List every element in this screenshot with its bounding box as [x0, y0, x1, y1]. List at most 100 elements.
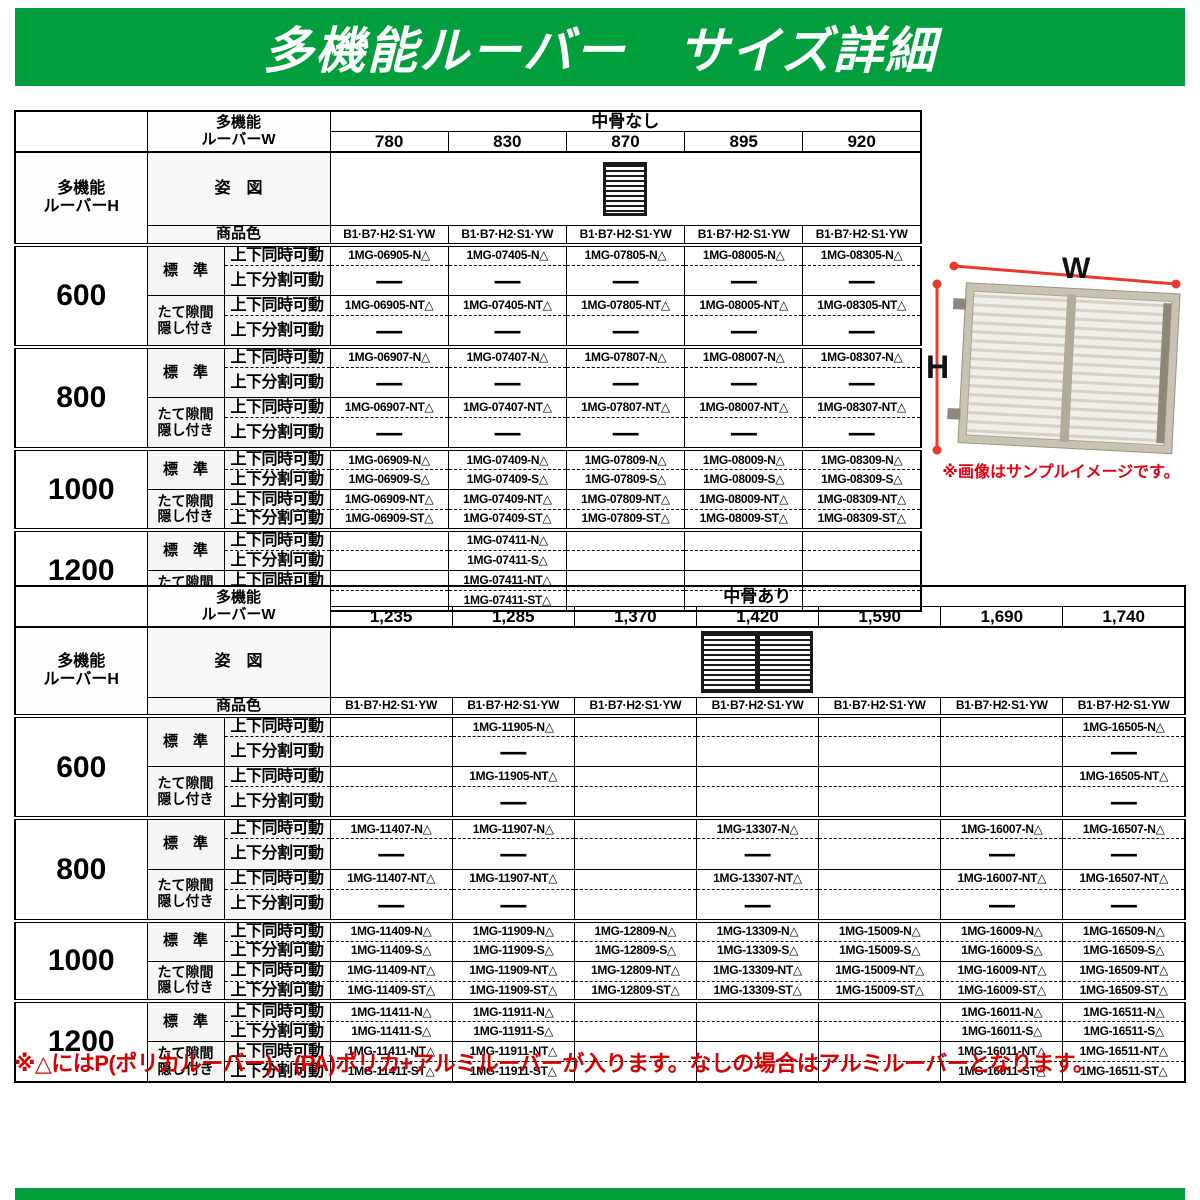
product-code-cell: 1MG-07409-ST△ [447, 509, 567, 531]
footer-bar [15, 1188, 1185, 1200]
figure-cell [329, 626, 1186, 698]
figure-cell [329, 151, 922, 226]
empty-cell [695, 999, 820, 1022]
product-color-value: B1·B7·H2·S1·YW [451, 696, 575, 718]
spec-row: 1200 標 準上下同時可動 1MG-11411-N△ 1MG-11911-N△ 1MG… [14, 999, 1186, 1082]
empty-cell [818, 999, 942, 1022]
product-code-cell: 1MG-06909-N△ [329, 447, 449, 470]
category-standard-label: 標 準 [146, 714, 225, 767]
product-code-cell: 1MG-11905-N△ [451, 714, 575, 737]
width-value: 1,690 [940, 606, 1064, 628]
movement-label: 上下分割可動 [223, 550, 331, 571]
product-code-cell: 1MG-16007-N△ [940, 816, 1064, 839]
spec-row: 上下分割可動 1MG-11411-S△ 1MG-11911-S△ 1MG-16011-… [15, 1021, 1186, 1042]
dash-cell: — [695, 838, 820, 869]
product-code-cell: 1MG-11409-S△ [329, 940, 453, 962]
movement-label: 上下同時可動 [223, 397, 331, 418]
product-code-cell: 1MG-08005-N△ [684, 243, 804, 266]
hinge-bottom [947, 407, 961, 420]
product-code-cell: 1MG-12809-NT△ [573, 960, 697, 982]
product-code-cell: 1MG-07805-NT△ [565, 295, 686, 316]
dash-cell: — [447, 417, 567, 450]
product-color-value: B1·B7·H2·S1·YW [818, 696, 942, 718]
empty-cell [684, 550, 804, 571]
empty-cell [802, 550, 922, 571]
product-code-cell: 1MG-11911-NT△ [451, 1041, 575, 1062]
spec-row: 800 標 準上下同時可動 1MG-06907-N△ 1MG-07407-N△ 1MG-… [14, 345, 922, 450]
spec-row: 上下分割可動 1MG-11411-ST△ 1MG-11911-ST△ 1MG-1601… [15, 1061, 1186, 1082]
category-gap-hide-label: たて隙間隠し付き [146, 489, 225, 531]
empty-cell [818, 868, 942, 889]
product-code-cell: 1MG-07407-N△ [447, 345, 567, 368]
movement-label: 上下分割可動 [223, 264, 331, 296]
dash-cell: — [329, 367, 449, 398]
empty-cell [573, 714, 697, 737]
louver-figure-icon [701, 631, 814, 694]
product-code-cell: 1MG-11409-NT△ [329, 960, 453, 982]
spec-row: 上下分割可動 — — — — — [15, 367, 922, 398]
corner-cell [14, 111, 148, 153]
dash-cell: — [684, 367, 804, 398]
w-dimension-label: W [1062, 252, 1091, 285]
product-color-value: B1·B7·H2·S1·YW [802, 224, 922, 247]
dash-cell: — [940, 888, 1064, 921]
product-code-cell: 1MG-16511-N△ [1062, 999, 1186, 1022]
product-color-value: B1·B7·H2·S1·YW [695, 696, 820, 718]
empty-cell [695, 1021, 820, 1042]
rail-type-header: 中骨あり [329, 586, 1186, 608]
product-code-cell: 1MG-11911-N△ [451, 999, 575, 1022]
empty-cell [573, 786, 697, 819]
dash-cell: — [447, 315, 567, 348]
dash-cell: — [1062, 888, 1186, 921]
empty-cell [573, 816, 697, 839]
product-code-cell: 1MG-16511-ST△ [1062, 1061, 1186, 1082]
product-code-cell: 1MG-13307-N△ [695, 816, 820, 839]
dash-cell: — [1062, 838, 1186, 869]
product-code-cell: 1MG-08305-NT△ [802, 295, 922, 316]
product-code-cell: 1MG-07807-N△ [565, 345, 686, 368]
product-code-cell: 1MG-08309-N△ [802, 447, 922, 470]
product-code-cell: 1MG-06907-NT△ [329, 397, 449, 418]
product-code-cell: 1MG-07407-NT△ [447, 397, 567, 418]
product-code-cell: 1MG-11909-ST△ [451, 980, 575, 1002]
product-code-cell: 1MG-08009-S△ [684, 469, 804, 490]
product-color-value: B1·B7·H2·S1·YW [565, 224, 686, 247]
product-code-cell: 1MG-11407-NT△ [329, 868, 453, 889]
spec-row: 1000 標 準上下同時可動 1MG-11409-N△ 1MG-11909-N△ 1MG… [14, 918, 1186, 1002]
empty-cell [695, 766, 820, 787]
product-color-label: 商品色 [146, 696, 331, 718]
empty-cell [695, 736, 820, 767]
category-gap-hide-label: たて隙間隠し付き [146, 868, 225, 921]
product-code-cell: 1MG-16509-NT△ [1062, 960, 1186, 982]
category-gap-hide-label: たて隙間隠し付き [146, 295, 225, 348]
empty-cell [329, 766, 453, 787]
product-code-cell: 1MG-16509-S△ [1062, 940, 1186, 962]
spec-row: 上下分割可動 1MG-11409-S△ 1MG-11909-S△ 1MG-12809-… [15, 940, 1186, 962]
empty-cell [818, 1041, 942, 1062]
product-code-cell: 1MG-11905-NT△ [451, 766, 575, 787]
dash-cell: — [451, 888, 575, 921]
figure-label: 姿 図 [146, 626, 331, 698]
louver-figure-icon [603, 161, 648, 216]
width-value: 1,235 [329, 606, 453, 628]
category-standard-label: 標 準 [146, 999, 225, 1042]
empty-cell [818, 786, 942, 819]
movement-label: 上下分割可動 [223, 736, 331, 767]
product-code-cell: 1MG-15009-S△ [818, 940, 942, 962]
product-code-cell: 1MG-13309-N△ [695, 918, 820, 942]
spec-row: 上下分割可動 1MG-11409-ST△ 1MG-11909-ST△ 1MG-1280… [15, 980, 1186, 1002]
product-code-cell: 1MG-11411-N△ [329, 999, 453, 1022]
product-code-cell: 1MG-16511-S△ [1062, 1021, 1186, 1042]
size-table-with-center-rail: 多機能 ルーバーW 中骨あり 1,235 1,285 1,370 1,420 1,590 1,6… [14, 585, 1186, 1083]
product-code-cell: 1MG-16011-ST△ [940, 1061, 1064, 1082]
center-rail [1060, 294, 1076, 443]
product-code-cell: 1MG-07409-S△ [447, 469, 567, 490]
product-code-cell: 1MG-08009-ST△ [684, 509, 804, 531]
dash-cell: — [451, 838, 575, 869]
height-value: 800 [14, 816, 148, 921]
movement-label: 上下同時可動 [223, 714, 331, 737]
figure-label: 姿 図 [146, 151, 331, 226]
product-code-cell: 1MG-12809-S△ [573, 940, 697, 962]
empty-cell [695, 1041, 820, 1062]
empty-cell [940, 714, 1064, 737]
